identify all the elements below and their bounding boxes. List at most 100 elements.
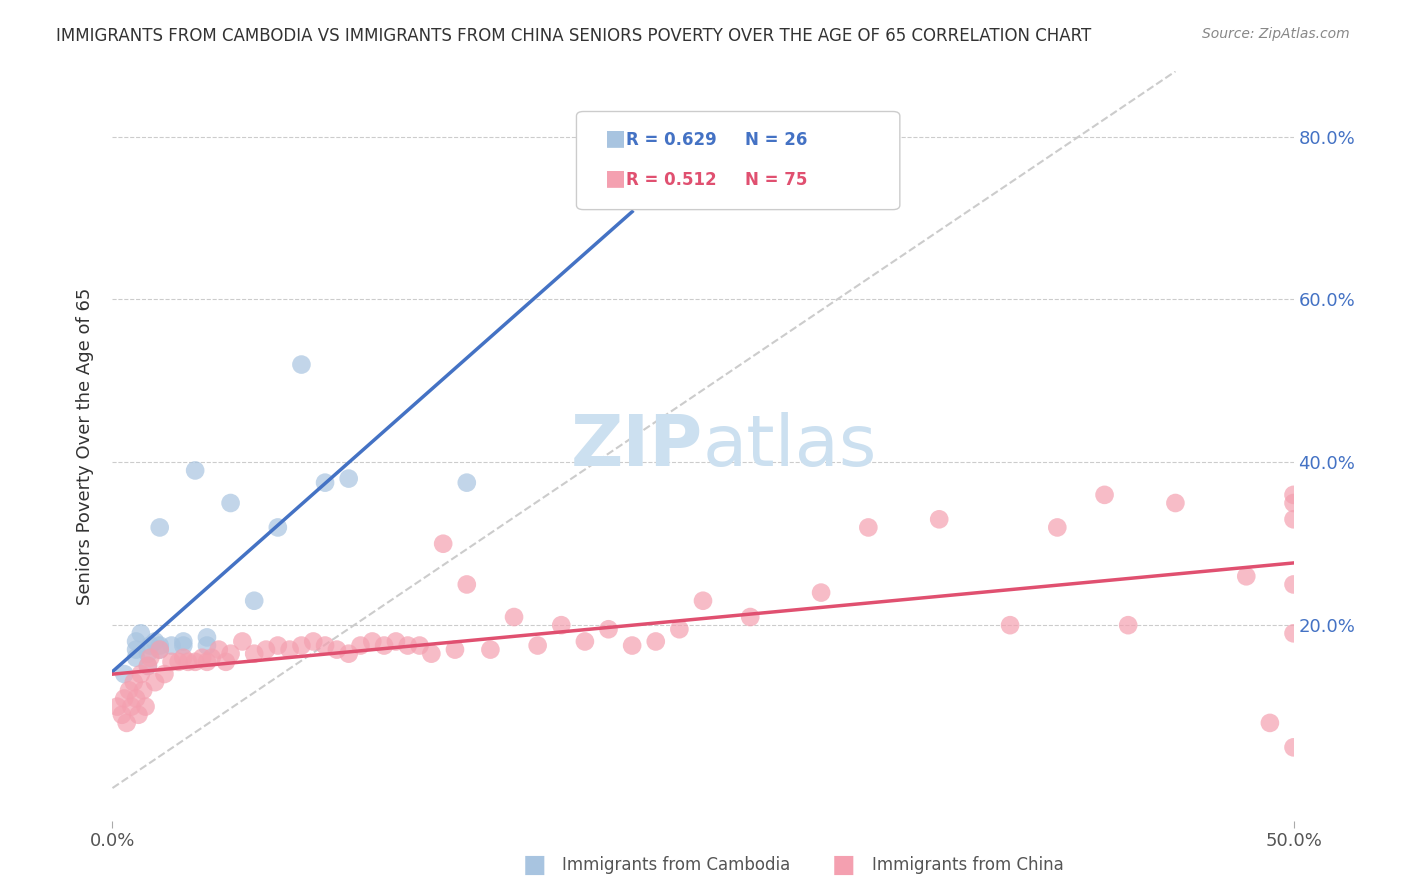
Point: [337, 472, 360, 486]
Point: [928, 512, 950, 526]
Text: N = 26: N = 26: [745, 131, 807, 149]
Point: [111, 707, 134, 722]
Point: [143, 675, 166, 690]
Point: [125, 650, 148, 665]
Point: [1282, 496, 1305, 510]
Point: [125, 634, 148, 648]
Point: [120, 699, 142, 714]
Point: [598, 622, 620, 636]
Point: [172, 634, 194, 648]
Point: [215, 655, 238, 669]
Point: [112, 691, 135, 706]
Point: [290, 358, 312, 372]
Point: [136, 659, 159, 673]
Text: R = 0.512: R = 0.512: [626, 171, 716, 189]
Point: [136, 659, 159, 673]
Text: N = 75: N = 75: [745, 171, 807, 189]
Point: [456, 475, 478, 490]
Point: [132, 683, 155, 698]
Text: ■: ■: [832, 854, 855, 877]
Text: ■: ■: [605, 169, 626, 188]
Point: [219, 647, 242, 661]
Point: [149, 642, 172, 657]
Point: [668, 622, 690, 636]
Point: [740, 610, 762, 624]
Point: [302, 634, 325, 648]
Point: [349, 639, 371, 653]
Text: ■: ■: [605, 128, 626, 148]
Text: atlas: atlas: [703, 411, 877, 481]
Text: R = 0.629: R = 0.629: [626, 131, 717, 149]
Point: [858, 520, 880, 534]
Point: [219, 496, 242, 510]
Point: [550, 618, 572, 632]
Point: [184, 463, 207, 477]
Point: [172, 650, 194, 665]
Point: [361, 634, 384, 648]
Point: [105, 699, 128, 714]
Point: [479, 642, 502, 657]
Point: [135, 699, 157, 714]
Point: [432, 537, 454, 551]
Point: [172, 639, 194, 653]
Point: [456, 577, 478, 591]
Point: [1282, 512, 1305, 526]
Text: Immigrants from China: Immigrants from China: [872, 856, 1063, 874]
Point: [149, 520, 172, 534]
Point: [127, 707, 149, 722]
Point: [810, 585, 832, 599]
Point: [1164, 496, 1187, 510]
Point: [243, 593, 266, 607]
Point: [503, 610, 526, 624]
Point: [290, 639, 312, 653]
Point: [1282, 577, 1305, 591]
Point: [208, 642, 231, 657]
Point: [149, 639, 172, 653]
Point: [195, 631, 218, 645]
Point: [125, 691, 148, 706]
Point: [326, 642, 349, 657]
Point: [129, 626, 152, 640]
Text: ZIP: ZIP: [571, 411, 703, 481]
Point: [278, 642, 301, 657]
Point: [136, 647, 159, 661]
Point: [1282, 626, 1305, 640]
Point: [191, 650, 214, 665]
Text: Source: ZipAtlas.com: Source: ZipAtlas.com: [1202, 27, 1350, 41]
Point: [195, 639, 218, 653]
Point: [115, 715, 138, 730]
Point: [139, 650, 162, 665]
Point: [621, 153, 644, 168]
Text: IMMIGRANTS FROM CAMBODIA VS IMMIGRANTS FROM CHINA SENIORS POVERTY OVER THE AGE O: IMMIGRANTS FROM CAMBODIA VS IMMIGRANTS F…: [56, 27, 1091, 45]
Point: [444, 642, 467, 657]
Point: [267, 639, 290, 653]
Point: [1234, 569, 1257, 583]
Point: [254, 642, 277, 657]
Point: [1046, 520, 1069, 534]
Point: [122, 675, 145, 690]
Point: [1116, 618, 1139, 632]
Point: [184, 655, 207, 669]
Point: [125, 642, 148, 657]
Point: [143, 634, 166, 648]
Point: [243, 647, 266, 661]
Point: [396, 639, 419, 653]
Point: [526, 639, 548, 653]
Point: [1258, 715, 1281, 730]
Point: [621, 639, 644, 653]
Point: [195, 655, 218, 669]
Point: [574, 634, 596, 648]
Text: Immigrants from Cambodia: Immigrants from Cambodia: [562, 856, 790, 874]
Point: [201, 650, 224, 665]
Point: [160, 639, 183, 653]
Point: [167, 655, 190, 669]
Point: [129, 667, 152, 681]
Point: [112, 667, 135, 681]
Point: [231, 634, 253, 648]
Point: [314, 475, 336, 490]
Point: [385, 634, 408, 648]
Point: [118, 683, 141, 698]
Text: ■: ■: [523, 854, 546, 877]
Point: [153, 667, 176, 681]
Point: [160, 655, 183, 669]
